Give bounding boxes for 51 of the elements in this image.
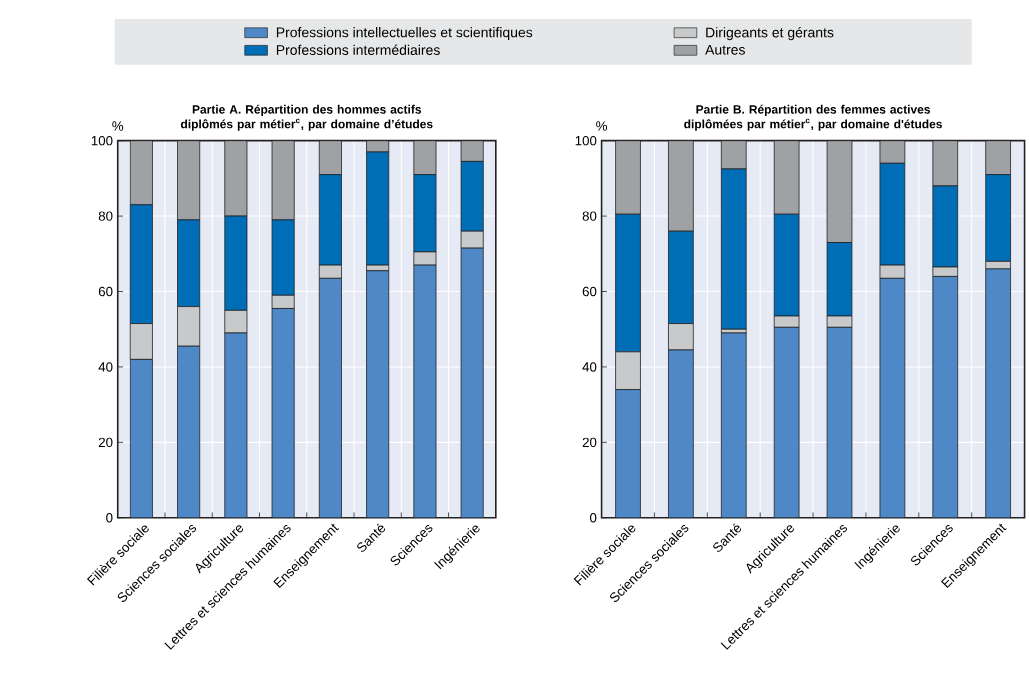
bar [773, 140, 800, 215]
y-tick-label: 80 [582, 211, 597, 221]
bar [932, 275, 959, 518]
y-tick-label: 40 [98, 362, 113, 372]
chart-title: Partie B. Répartition des femmes actives diplômées par métier$^{c}$, par domaine d'études [684, 104, 942, 131]
y-tick-label: 0 [590, 512, 597, 523]
bar [271, 307, 295, 518]
bar [177, 345, 201, 518]
bar [615, 388, 641, 518]
bar [460, 140, 484, 162]
bar [318, 140, 342, 175]
y-axis-title: % [112, 121, 124, 131]
bar [271, 140, 295, 221]
legend-label: Dirigeants et gérants [706, 26, 834, 40]
y-tick-label: 20 [98, 437, 113, 447]
bar [985, 268, 1011, 518]
bar [129, 358, 153, 518]
bar [826, 326, 853, 518]
bar [224, 140, 248, 217]
bar [413, 140, 437, 175]
bar [366, 270, 390, 518]
y-tick-label: 20 [582, 437, 597, 447]
bar [177, 140, 201, 221]
y-tick-label: 80 [98, 211, 113, 221]
bar [879, 277, 906, 518]
bar [932, 140, 959, 187]
bar [720, 332, 747, 518]
legend-label: Autres [705, 44, 745, 55]
y-tick-label: 60 [98, 286, 113, 297]
bar [985, 140, 1011, 175]
chart-title: Partie A. Répartition des hommes actifs diplômés par métier$^{c}$, par domaine d’études [180, 104, 433, 131]
bar [879, 140, 906, 164]
y-tick-label: 40 [582, 362, 597, 372]
bar [720, 140, 747, 170]
bar [224, 332, 248, 518]
bar [668, 349, 694, 518]
bar [129, 140, 153, 205]
bar [773, 326, 800, 518]
bar [826, 140, 853, 243]
y-tick-label: 100 [91, 135, 113, 146]
legend-label: Professions intellectuelles et scientifiques [276, 26, 533, 40]
bar [413, 264, 437, 518]
y-tick-label: 60 [582, 286, 597, 297]
bar [318, 277, 342, 518]
y-tick-label: 100 [575, 135, 597, 146]
y-axis-title: % [596, 121, 608, 131]
bar [615, 140, 641, 215]
y-tick-label: 0 [106, 512, 113, 523]
bar [460, 247, 484, 518]
legend-label: Professions intermédiaires [276, 44, 440, 55]
bar [668, 140, 694, 232]
